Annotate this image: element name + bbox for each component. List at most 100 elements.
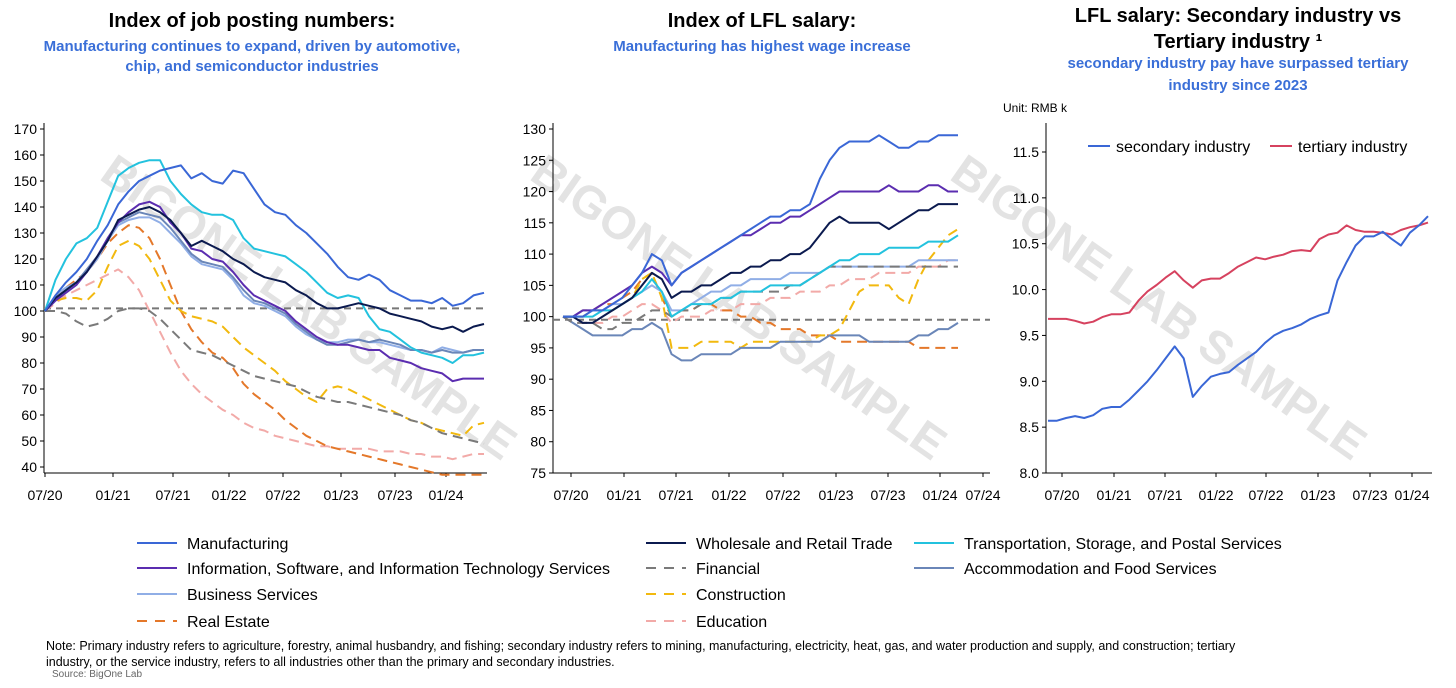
y-tick-label: 125 [523, 152, 547, 168]
source-label: Source: BigOne Lab [52, 669, 142, 680]
chart-lfl-salary: Index of LFL salary: Manufacturing has h… [522, 10, 1000, 503]
legend-label: Accommodation and Food Services [964, 561, 1217, 578]
series-line-wholesale-and-retail-trade [563, 203, 958, 324]
watermark-text: BIGONE LAB SAMPLE [942, 144, 1376, 470]
watermark-text: BIGONE LAB SAMPLE [92, 144, 526, 470]
y-tick-label: 8.0 [1020, 465, 1040, 481]
series-line-information-software-and-information-technology-services [44, 200, 484, 383]
series-line-secondary-industry [1048, 215, 1429, 422]
series-line-manufacturing [44, 164, 485, 312]
y-tick-label: 95 [530, 340, 546, 356]
legend-label: Information, Software, and Information T… [187, 561, 610, 578]
y-tick-label: 75 [530, 465, 546, 481]
y-tick-label: 10.0 [1012, 282, 1039, 298]
legend-label: Real Estate [187, 614, 270, 631]
x-tick-label: 01/22 [711, 487, 746, 503]
y-tick-label: 160 [14, 147, 38, 163]
chart-title: Index of LFL salary: [668, 10, 857, 32]
x-tick-label: 07/23 [870, 487, 905, 503]
series-line-tertiary-industry [1048, 221, 1429, 325]
series-line-information-software-and-information-technology-services [563, 184, 958, 318]
y-tick-label: 9.5 [1020, 327, 1040, 343]
x-tick-label: 07/22 [765, 487, 800, 503]
x-tick-label: 01/24 [922, 487, 957, 503]
x-tick-label: 01/23 [323, 487, 358, 503]
legend-label: Business Services [187, 587, 318, 604]
legend-label: Education [696, 614, 767, 631]
footnote: Note: Primary industry refers to agricul… [46, 639, 1236, 680]
y-tick-label: 80 [530, 434, 546, 450]
x-tick-label: 07/21 [155, 487, 190, 503]
legend-label: secondary industry [1116, 139, 1250, 156]
y-tick-label: 130 [14, 225, 38, 241]
y-tick-label: 100 [523, 309, 547, 325]
legend-label: Construction [696, 587, 786, 604]
series-line-transportation-storage-and-postal-services [44, 159, 485, 364]
x-tick-label: 01/24 [1394, 487, 1429, 503]
legend-label: Wholesale and Retail Trade [696, 536, 893, 553]
chart-title: LFL salary: Secondary industry vs [1075, 5, 1401, 27]
chart-subtitle: industry since 2023 [1168, 77, 1307, 94]
chart-title: Index of job posting numbers: [109, 10, 396, 32]
unit-label: Unit: RMB k [1003, 101, 1068, 115]
y-tick-label: 80 [21, 355, 37, 371]
x-tick-label: 07/20 [553, 487, 588, 503]
y-tick-label: 11.5 [1013, 144, 1039, 160]
x-tick-label: 01/22 [211, 487, 246, 503]
series-line-financial [45, 307, 485, 445]
y-tick-label: 110 [524, 246, 547, 262]
x-tick-label: 07/20 [27, 487, 62, 503]
y-tick-label: 85 [530, 402, 546, 418]
series-line-education [562, 259, 958, 324]
y-tick-label: 130 [523, 121, 547, 137]
chart-secondary-vs-tertiary: LFL salary: Secondary industry vs Tertia… [942, 5, 1432, 503]
x-tick-label: 07/21 [658, 487, 693, 503]
y-tick-label: 90 [530, 371, 546, 387]
y-tick-label: 110 [15, 277, 38, 293]
y-tick-label: 100 [14, 303, 38, 319]
x-tick-label: 07/21 [1147, 487, 1182, 503]
chart-subtitle: chip, and semiconductor industries [125, 58, 378, 75]
y-tick-label: 40 [21, 459, 37, 475]
y-tick-label: 50 [21, 433, 37, 449]
y-tick-label: 140 [14, 199, 38, 215]
series-line-accommodation-and-food-services [562, 315, 959, 362]
shared-legend: Manufacturing Wholesale and Retail Trade T… [137, 536, 1282, 631]
legend-label: tertiary industry [1298, 139, 1407, 156]
legend-label: Manufacturing [187, 536, 288, 553]
x-tick-label: 07/22 [265, 487, 300, 503]
y-tick-label: 120 [14, 251, 38, 267]
x-tick-label: 01/21 [95, 487, 130, 503]
x-tick-label: 07/23 [377, 487, 412, 503]
x-tick-label: 01/21 [606, 487, 641, 503]
chart-subtitle: Manufacturing continues to expand, drive… [44, 38, 461, 55]
series-line-education [44, 268, 484, 461]
y-tick-label: 105 [523, 277, 547, 293]
x-tick-label: 01/21 [1096, 487, 1131, 503]
y-tick-label: 11.0 [1013, 190, 1039, 206]
x-tick-label: 01/23 [818, 487, 853, 503]
x-tick-label: 07/22 [1248, 487, 1283, 503]
y-tick-label: 115 [524, 215, 547, 231]
series-line-real-estate [44, 224, 484, 476]
x-tick-label: 01/23 [1300, 487, 1335, 503]
series-line-wholesale-and-retail-trade [44, 206, 485, 333]
y-tick-label: 150 [14, 173, 38, 189]
chart-subtitle: secondary industry pay have surpassed te… [1068, 55, 1410, 72]
series-line-manufacturing [563, 134, 958, 318]
y-tick-label: 170 [14, 121, 38, 137]
legend-label: Transportation, Storage, and Postal Serv… [964, 536, 1282, 553]
chart-subtitle: Manufacturing has highest wage increase [613, 38, 911, 55]
x-tick-label: 07/20 [1044, 487, 1079, 503]
x-tick-label: 07/23 [1352, 487, 1387, 503]
y-tick-label: 120 [523, 184, 547, 200]
x-tick-label: 07/24 [965, 487, 1000, 503]
x-tick-label: 01/22 [1198, 487, 1233, 503]
chart-job-postings: Index of job posting numbers: Manufactur… [14, 10, 526, 503]
y-tick-label: 8.5 [1020, 419, 1040, 435]
note-line: industry, or the service industry, refer… [46, 655, 615, 669]
note-line: Note: Primary industry refers to agricul… [46, 639, 1236, 653]
chart-title: Tertiary industry ¹ [1154, 31, 1323, 53]
y-tick-label: 90 [21, 329, 37, 345]
